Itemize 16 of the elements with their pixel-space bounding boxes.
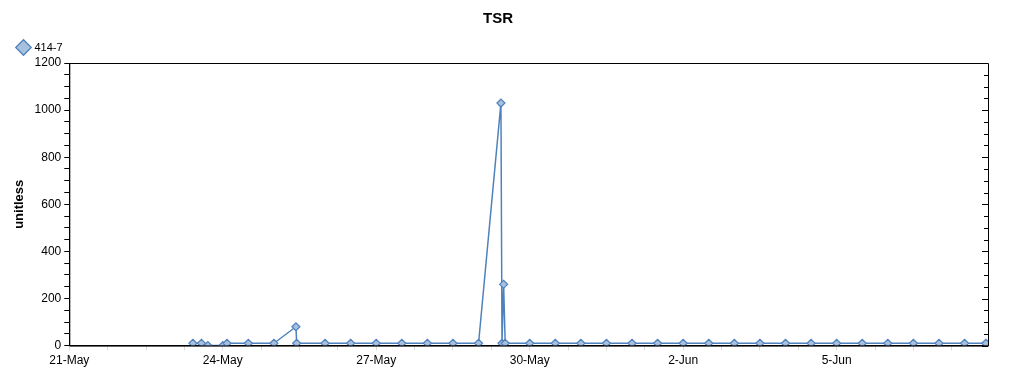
- y-tick-label: 0: [54, 337, 62, 352]
- legend-label: 414-7: [34, 40, 63, 53]
- y-tick-label: 1200: [34, 55, 62, 70]
- chart-title: TSR: [483, 9, 514, 27]
- y-tick-label: 800: [41, 149, 62, 164]
- y-tick-label: 600: [41, 196, 62, 211]
- x-tick-label: 30-May: [509, 353, 550, 368]
- x-tick-label: 5-Jun: [821, 353, 852, 368]
- x-tick-label: 27-May: [356, 353, 397, 368]
- x-tick-label: 24-May: [202, 353, 243, 368]
- x-tick-label: 2-Jun: [668, 353, 699, 368]
- y-tick-label: 1000: [34, 102, 62, 117]
- x-tick-label: 21-May: [49, 353, 90, 368]
- y-axis-title: unitless: [11, 179, 27, 229]
- y-tick-label: 400: [41, 243, 62, 258]
- y-tick-label: 200: [41, 290, 62, 305]
